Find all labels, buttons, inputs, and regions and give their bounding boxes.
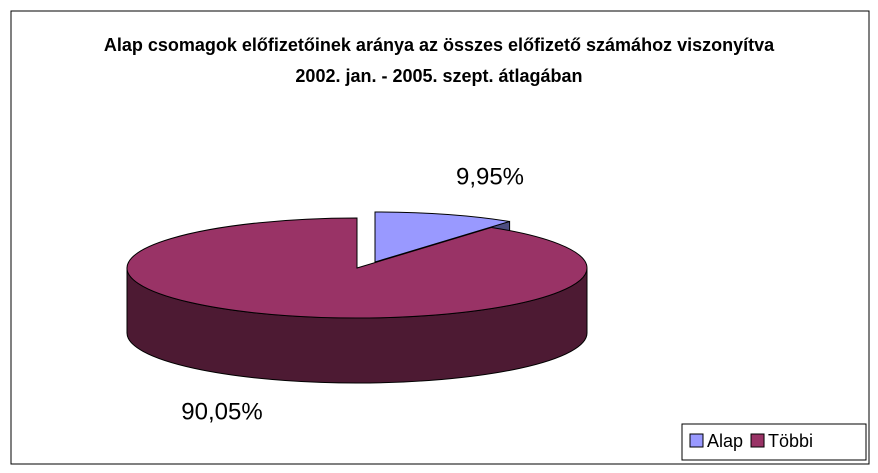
pie-slice xyxy=(374,211,510,263)
data-label: 90,05% xyxy=(181,398,262,425)
chart-title: Alap csomagok előfizetőinek aránya az ös… xyxy=(103,35,775,86)
legend-swatch xyxy=(750,433,765,448)
legend-label: Alap xyxy=(707,431,743,451)
legend-swatch xyxy=(689,433,704,448)
legend-label: Többi xyxy=(768,431,813,451)
legend-box xyxy=(681,423,867,461)
data-label: 9,95% xyxy=(456,163,524,190)
pie-slice xyxy=(126,217,588,319)
